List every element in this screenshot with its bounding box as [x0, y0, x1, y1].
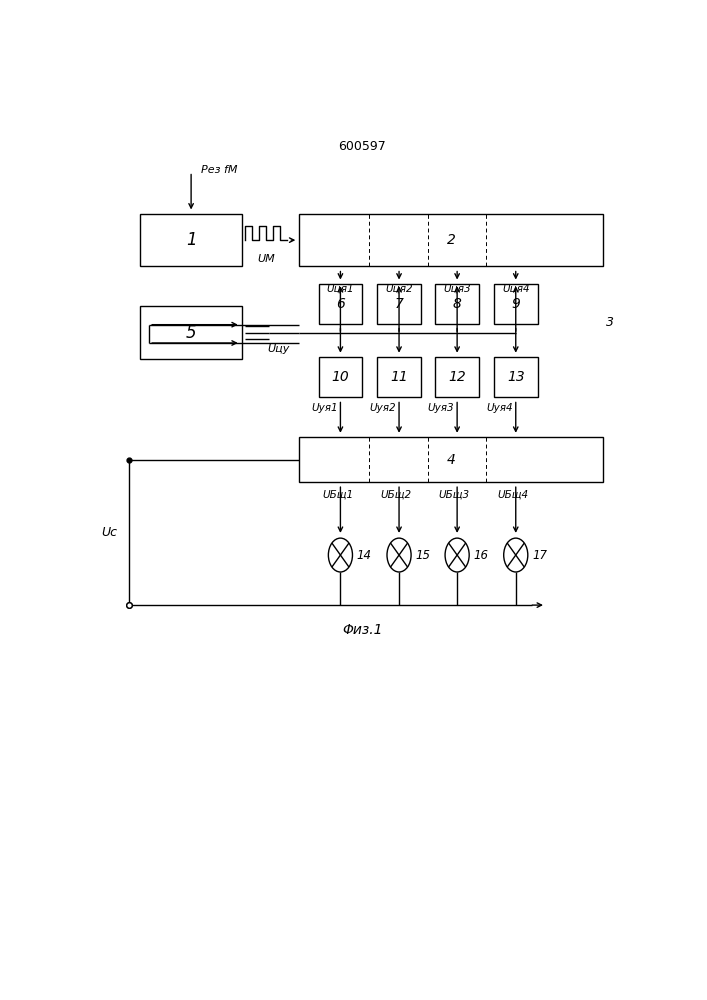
Text: 9: 9 [511, 297, 520, 311]
Text: 10: 10 [332, 370, 349, 384]
Bar [299, 437, 604, 482]
Text: Uця2: Uця2 [385, 283, 413, 293]
Bar [377, 284, 421, 324]
Text: UБщ2: UБщ2 [381, 490, 412, 500]
Text: 600597: 600597 [339, 140, 386, 153]
Bar [494, 284, 538, 324]
Text: Peз fМ: Peз fМ [201, 165, 238, 175]
Bar [141, 214, 242, 266]
Text: 13: 13 [507, 370, 525, 384]
Text: 7: 7 [395, 297, 404, 311]
Text: 2: 2 [447, 233, 456, 247]
Text: 6: 6 [336, 297, 345, 311]
Text: UБщ4: UБщ4 [498, 490, 529, 500]
Text: Uуя2: Uуя2 [370, 403, 397, 413]
Text: 8: 8 [452, 297, 462, 311]
Text: 1: 1 [186, 231, 197, 249]
Text: Uцу: Uцу [267, 344, 290, 354]
Text: Uс: Uс [101, 526, 117, 539]
Text: Uця3: Uця3 [443, 283, 471, 293]
Text: 16: 16 [474, 549, 489, 562]
Text: 14: 14 [357, 549, 372, 562]
Text: 11: 11 [390, 370, 408, 384]
Text: 17: 17 [532, 549, 547, 562]
Bar [436, 357, 479, 397]
Text: Uця1: Uця1 [327, 283, 354, 293]
Text: UБщ1: UБщ1 [322, 490, 354, 500]
Bar [436, 284, 479, 324]
Bar [319, 357, 363, 397]
Text: 5: 5 [186, 324, 197, 342]
Text: 4: 4 [447, 453, 456, 467]
Text: UБщ3: UБщ3 [439, 490, 470, 500]
Text: Φиз.1: Φиз.1 [342, 623, 382, 637]
Text: 3: 3 [606, 316, 614, 329]
Text: Uуя4: Uуя4 [486, 403, 513, 413]
Text: Uуя1: Uуя1 [311, 403, 338, 413]
Text: Uця4: Uця4 [502, 283, 530, 293]
Text: 15: 15 [416, 549, 431, 562]
Text: Uуя3: Uуя3 [428, 403, 455, 413]
Bar [494, 357, 538, 397]
Bar [141, 306, 242, 359]
Bar [377, 357, 421, 397]
Text: UМ: UМ [257, 254, 275, 264]
Bar [299, 214, 604, 266]
Bar [319, 284, 363, 324]
Text: 12: 12 [448, 370, 466, 384]
